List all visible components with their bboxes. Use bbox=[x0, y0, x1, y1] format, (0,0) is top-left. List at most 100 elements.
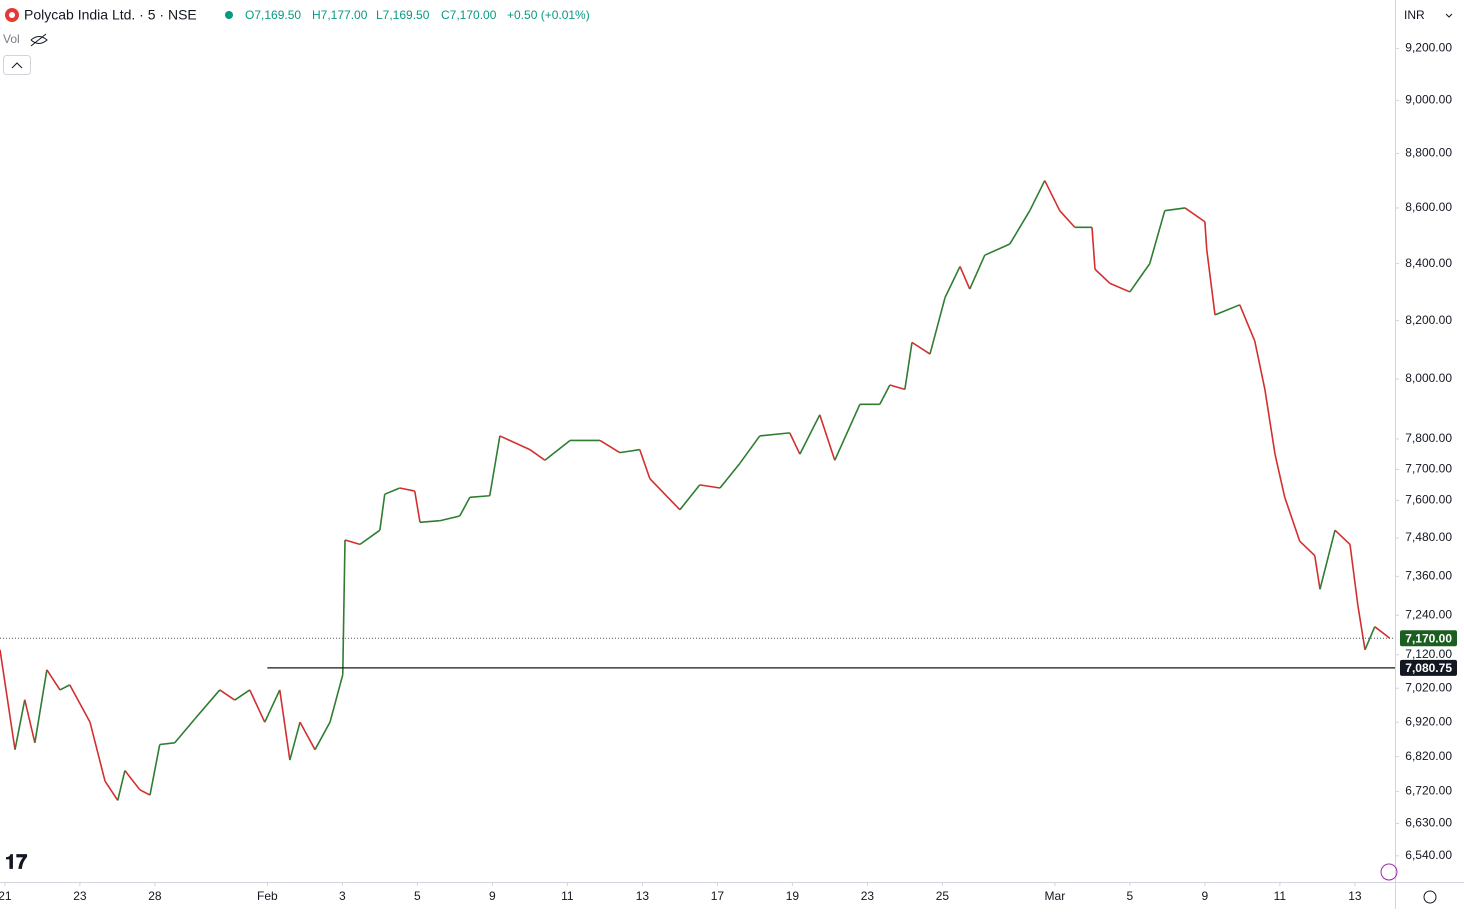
y-tick-label: 6,630.00 bbox=[1405, 816, 1452, 830]
price-segment bbox=[1029, 180, 1046, 212]
price-segment bbox=[719, 462, 741, 489]
price-segment bbox=[969, 254, 986, 290]
price-segment bbox=[1205, 249, 1216, 315]
price-segment bbox=[116, 770, 126, 801]
price-segment bbox=[638, 449, 651, 479]
price-segment bbox=[529, 448, 546, 461]
price-segment bbox=[219, 689, 236, 701]
price-segment bbox=[818, 414, 836, 461]
price-segment bbox=[1109, 282, 1131, 293]
hline-price-box bbox=[1400, 659, 1457, 676]
price-segment bbox=[1129, 263, 1151, 293]
y-tick-label: 7,240.00 bbox=[1405, 607, 1452, 621]
price-segment bbox=[984, 243, 1011, 256]
low: L7,169.50 bbox=[376, 8, 430, 22]
price-segment bbox=[89, 721, 106, 782]
price-segment bbox=[619, 448, 640, 454]
price-segment bbox=[249, 689, 266, 723]
dropdown-icon bbox=[1445, 13, 1453, 18]
x-tick-label: 19 bbox=[786, 889, 800, 903]
price-segment bbox=[1364, 626, 1376, 651]
y-tick-label: 8,800.00 bbox=[1405, 146, 1452, 160]
hide-icon[interactable] bbox=[30, 33, 48, 47]
y-tick-label: 8,400.00 bbox=[1405, 256, 1452, 270]
price-segment bbox=[359, 529, 381, 546]
y-tick-label: 7,120.00 bbox=[1405, 647, 1452, 661]
price-segment bbox=[314, 721, 331, 751]
price-segment bbox=[384, 487, 401, 495]
symbol-logo bbox=[9, 12, 15, 18]
price-segment bbox=[1357, 605, 1366, 650]
price-segment bbox=[1283, 497, 1301, 542]
price-segment bbox=[599, 439, 621, 454]
x-tick-label: 11 bbox=[1274, 889, 1287, 903]
price-segment bbox=[419, 519, 440, 524]
hline-price-label: 7,080.75 bbox=[1405, 661, 1452, 675]
price-segment bbox=[929, 297, 946, 355]
price-segment bbox=[1253, 340, 1266, 390]
price-segment bbox=[1374, 626, 1391, 639]
price-segment bbox=[1184, 207, 1206, 223]
price-segment bbox=[23, 699, 36, 743]
x-tick-label: 9 bbox=[489, 889, 496, 903]
currency[interactable]: INR bbox=[1404, 8, 1425, 22]
price-segment bbox=[469, 494, 490, 499]
y-tick-label: 8,600.00 bbox=[1405, 200, 1452, 214]
price-segment bbox=[264, 689, 281, 723]
last-price-label: 7,170.00 bbox=[1405, 631, 1452, 645]
price-segment bbox=[1094, 268, 1111, 284]
y-tick-label: 8,000.00 bbox=[1405, 371, 1452, 385]
alert-icon[interactable] bbox=[1380, 863, 1398, 881]
volume-label[interactable]: Vol bbox=[3, 32, 20, 46]
y-tick-label: 7,480.00 bbox=[1405, 530, 1452, 544]
x-tick-label: 13 bbox=[636, 889, 650, 903]
x-tick-label: 3 bbox=[339, 889, 346, 903]
price-segment bbox=[149, 744, 161, 796]
price-segment bbox=[299, 721, 316, 751]
price-segment bbox=[399, 487, 415, 492]
price-segment bbox=[0, 649, 16, 750]
price-segment bbox=[1059, 210, 1076, 228]
price-segment bbox=[1009, 210, 1031, 245]
price-segment bbox=[34, 669, 48, 743]
settings-icon[interactable] bbox=[1423, 890, 1437, 904]
y-tick-label: 6,920.00 bbox=[1405, 714, 1452, 728]
logo: 𝟏𝟕 bbox=[5, 851, 27, 873]
price-segment bbox=[329, 674, 344, 723]
price-segment bbox=[1239, 304, 1256, 342]
price-segment bbox=[544, 439, 571, 461]
x-tick-label: 23 bbox=[861, 889, 875, 903]
collapse-button[interactable] bbox=[3, 55, 31, 75]
price-segment bbox=[944, 266, 961, 298]
x-tick-label: 23 bbox=[73, 889, 87, 903]
y-tick-label: 7,700.00 bbox=[1405, 462, 1452, 476]
price-segment bbox=[911, 341, 931, 355]
price-segment bbox=[789, 432, 801, 455]
price-segment bbox=[488, 435, 501, 496]
price-segment bbox=[1204, 221, 1208, 250]
y-tick-label: 7,600.00 bbox=[1405, 493, 1452, 507]
y-tick-label: 7,360.00 bbox=[1405, 568, 1452, 582]
price-segment bbox=[649, 478, 681, 511]
price-segment bbox=[1349, 544, 1359, 606]
price-segment bbox=[194, 689, 221, 720]
price-segment bbox=[14, 699, 26, 750]
open: O7,169.50 bbox=[245, 8, 301, 22]
price-segment bbox=[499, 435, 531, 451]
price-segment bbox=[699, 484, 721, 489]
x-tick-label: 25 bbox=[936, 889, 950, 903]
x-tick-label: Mar bbox=[1045, 889, 1066, 903]
x-tick-label: 17 bbox=[711, 889, 725, 903]
price-segment bbox=[834, 403, 861, 461]
x-tick-label: 9 bbox=[1202, 889, 1209, 903]
y-tick-label: 7,800.00 bbox=[1405, 431, 1452, 445]
price-segment bbox=[739, 435, 761, 464]
change: +0.50 (+0.01%) bbox=[507, 8, 590, 22]
y-tick-label: 6,820.00 bbox=[1405, 749, 1452, 763]
price-segment bbox=[439, 515, 460, 522]
price-segment bbox=[1319, 529, 1336, 590]
price-segment bbox=[459, 496, 471, 517]
price-segment bbox=[1264, 389, 1276, 455]
